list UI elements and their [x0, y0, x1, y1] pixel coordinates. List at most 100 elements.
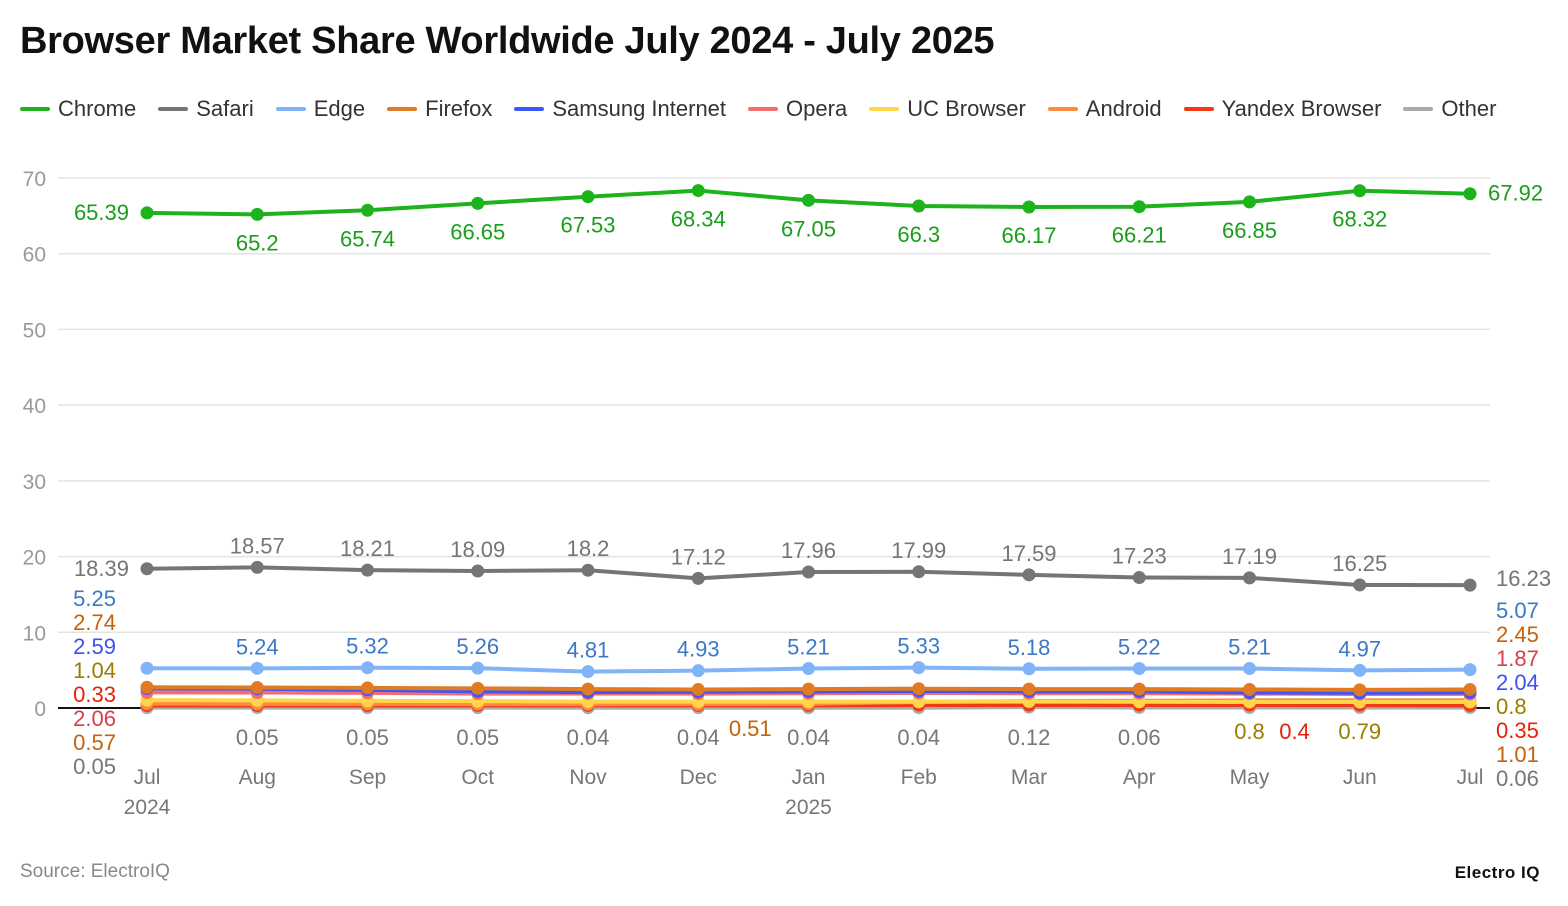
x-tick-label: Dec	[680, 766, 717, 789]
data-label: 2.74	[73, 610, 116, 635]
electroiq-logo: Electro IQ	[1454, 863, 1540, 882]
x-tick-label: Aug	[239, 766, 276, 789]
data-label: 5.26	[456, 634, 499, 659]
data-label: 0.51	[729, 716, 772, 741]
data-label: 67.05	[781, 216, 836, 241]
data-label: 0.06	[1496, 766, 1539, 791]
data-label: 2.06	[73, 706, 116, 731]
x-tick-label: Sep	[349, 766, 386, 789]
data-label: 18.09	[450, 537, 505, 562]
chart-title: Browser Market Share Worldwide July 2024…	[20, 20, 995, 62]
data-label: 67.92	[1488, 181, 1543, 206]
y-tick-label: 70	[23, 168, 46, 191]
x-tick-label: Jul	[134, 766, 161, 789]
x-tick-label: Feb	[901, 766, 937, 789]
data-point	[361, 681, 374, 695]
data-point	[802, 565, 815, 579]
data-label: 5.18	[1008, 635, 1051, 660]
data-label: 0.05	[346, 725, 389, 750]
data-label: 66.85	[1222, 218, 1277, 243]
data-label: 1.04	[73, 658, 116, 683]
legend-item[interactable]: Yandex Browser	[1183, 96, 1381, 122]
x-tick-label: Nov	[569, 766, 607, 789]
data-point	[581, 190, 595, 204]
data-label: 2.45	[1496, 622, 1539, 647]
data-point	[691, 571, 705, 585]
data-point	[1022, 682, 1036, 696]
x-tick-sublabel: 2025	[785, 796, 832, 819]
data-point	[1022, 200, 1036, 214]
data-point	[250, 560, 264, 574]
source-note: Source: ElectroIQ	[20, 861, 170, 882]
data-point	[802, 682, 815, 696]
data-point	[1353, 663, 1367, 677]
data-point	[471, 196, 485, 210]
data-point	[1353, 184, 1367, 198]
y-tick-label: 50	[23, 319, 46, 342]
legend-swatch	[20, 107, 50, 111]
data-label: 0.4	[1279, 719, 1310, 744]
legend-item[interactable]: Opera	[748, 96, 847, 122]
data-point	[140, 562, 154, 576]
data-label: 66.3	[897, 222, 940, 247]
data-label: 0.04	[897, 725, 940, 750]
data-point	[1022, 662, 1036, 676]
data-label: 5.21	[787, 635, 830, 660]
data-label: 0.35	[1496, 718, 1539, 743]
data-label: 16.25	[1332, 551, 1387, 576]
data-label: 4.97	[1338, 636, 1381, 661]
data-label: 2.04	[1496, 670, 1539, 695]
data-label: 68.34	[671, 207, 726, 232]
data-label: 2.59	[73, 634, 116, 659]
data-label: 65.39	[74, 200, 129, 225]
legend-item[interactable]: Chrome	[20, 96, 136, 122]
data-label: 5.32	[346, 634, 389, 659]
legend-item[interactable]: Samsung Internet	[514, 96, 726, 122]
x-tick-label: Mar	[1011, 766, 1047, 789]
data-label: 16.23	[1496, 566, 1551, 591]
data-label: 5.07	[1496, 598, 1539, 623]
data-point	[691, 184, 705, 198]
data-label: 0.04	[787, 725, 830, 750]
data-label: 68.32	[1332, 207, 1387, 232]
data-label: 67.53	[560, 213, 615, 238]
data-point	[691, 664, 705, 678]
data-point	[1243, 571, 1256, 585]
y-tick-label: 30	[23, 471, 46, 494]
legend-item[interactable]: UC Browser	[869, 96, 1026, 122]
data-label: 18.57	[230, 533, 285, 558]
legend-swatch	[514, 107, 545, 111]
data-point	[912, 199, 926, 213]
data-label: 1.01	[1496, 742, 1539, 767]
data-point	[1132, 661, 1146, 675]
data-label: 5.22	[1118, 634, 1161, 659]
legend-item[interactable]: Safari	[158, 96, 254, 122]
legend-item[interactable]: Other	[1403, 96, 1496, 122]
data-point	[581, 665, 595, 679]
data-label: 1.87	[1496, 646, 1539, 671]
data-point	[1243, 682, 1256, 696]
data-label: 0.33	[73, 682, 116, 707]
data-label: 18.21	[340, 536, 395, 561]
data-point	[250, 661, 264, 675]
data-point	[1463, 663, 1477, 677]
legend-label: Opera	[786, 96, 848, 121]
legend-label: Android	[1085, 96, 1162, 121]
data-point	[471, 564, 485, 578]
data-label: 5.24	[236, 634, 279, 659]
legend-item[interactable]: Edge	[275, 96, 365, 122]
data-label: 17.19	[1222, 544, 1277, 569]
legend-item[interactable]: Android	[1047, 96, 1162, 122]
legend-item[interactable]: Firefox	[387, 96, 492, 122]
legend-swatch	[275, 107, 306, 111]
legend-label: Samsung Internet	[552, 96, 727, 121]
legend-swatch	[748, 107, 779, 111]
data-label: 5.21	[1228, 635, 1271, 660]
data-point	[1132, 682, 1146, 696]
legend-label: Safari	[196, 96, 254, 121]
data-label: 66.21	[1112, 223, 1167, 248]
legend-swatch	[1403, 107, 1434, 111]
y-tick-label: 40	[23, 395, 46, 418]
data-point	[361, 203, 374, 217]
data-label: 4.93	[677, 637, 720, 662]
